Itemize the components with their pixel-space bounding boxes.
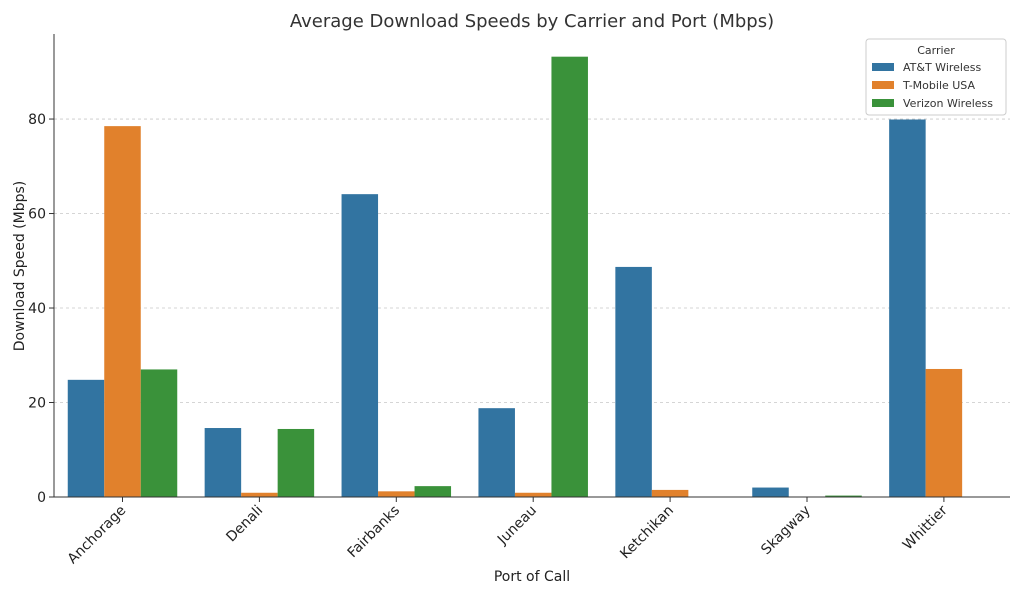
y-axis-label: Download Speed (Mbps) bbox=[12, 181, 28, 351]
y-tick-label: 0 bbox=[37, 490, 46, 506]
y-tick-label: 40 bbox=[28, 301, 46, 317]
bar-at-t-wireless-anchorage bbox=[67, 379, 105, 497]
bar-at-t-wireless-ketchikan bbox=[615, 266, 652, 497]
y-tick-label: 60 bbox=[28, 207, 46, 223]
bar-t-mobile-usa-whittier bbox=[925, 368, 963, 497]
bar-t-mobile-usa-juneau bbox=[514, 492, 552, 497]
bar-t-mobile-usa-denali bbox=[241, 492, 278, 497]
bar-verizon-wireless-juneau bbox=[551, 56, 588, 498]
legend: Carrier AT&T Wireless T-Mobile USA Verizon… bbox=[865, 38, 1007, 116]
x-tick-label: Juneau bbox=[494, 503, 540, 549]
legend-label: Verizon Wireless bbox=[903, 97, 993, 110]
x-tick-label: Anchorage bbox=[65, 503, 130, 568]
y-axis-ticks: 0 20 40 60 80 bbox=[28, 112, 54, 506]
bar-at-t-wireless-fairbanks bbox=[341, 194, 379, 497]
legend-swatch bbox=[872, 81, 894, 89]
y-tick-label: 80 bbox=[28, 112, 46, 128]
x-tick-label: Fairbanks bbox=[345, 503, 404, 562]
legend-title: Carrier bbox=[917, 44, 955, 57]
bar-t-mobile-usa-ketchikan bbox=[651, 489, 689, 497]
bar-verizon-wireless-denali bbox=[277, 428, 315, 497]
x-axis-ticks: Anchorage Denali Fairbanks Juneau Ketchikan S… bbox=[65, 497, 951, 567]
x-axis-label: Port of Call bbox=[494, 569, 570, 585]
bar-verizon-wireless-anchorage bbox=[140, 369, 178, 497]
chart-title: Average Download Speeds by Carrier and P… bbox=[290, 11, 774, 32]
bar-t-mobile-usa-fairbanks bbox=[378, 491, 415, 497]
legend-label: T-Mobile USA bbox=[902, 79, 975, 92]
bar-at-t-wireless-denali bbox=[204, 428, 242, 497]
legend-frame bbox=[865, 38, 1007, 116]
bars bbox=[67, 56, 963, 498]
bar-at-t-wireless-juneau bbox=[478, 408, 515, 497]
bar-verizon-wireless-skagway bbox=[825, 495, 862, 497]
x-tick-label: Ketchikan bbox=[617, 503, 677, 563]
grid-lines bbox=[54, 118, 1010, 403]
legend-swatch bbox=[872, 99, 894, 107]
bar-verizon-wireless-fairbanks bbox=[414, 486, 452, 497]
x-tick-label: Denali bbox=[223, 503, 266, 546]
y-tick-label: 20 bbox=[28, 396, 46, 412]
bar-at-t-wireless-whittier bbox=[889, 119, 926, 497]
legend-label: AT&T Wireless bbox=[903, 61, 981, 74]
bar-at-t-wireless-skagway bbox=[752, 487, 789, 497]
legend-swatch bbox=[872, 63, 894, 71]
x-tick-label: Whittier bbox=[900, 502, 951, 553]
bar-t-mobile-usa-anchorage bbox=[104, 126, 141, 497]
x-tick-label: Skagway bbox=[758, 503, 814, 559]
